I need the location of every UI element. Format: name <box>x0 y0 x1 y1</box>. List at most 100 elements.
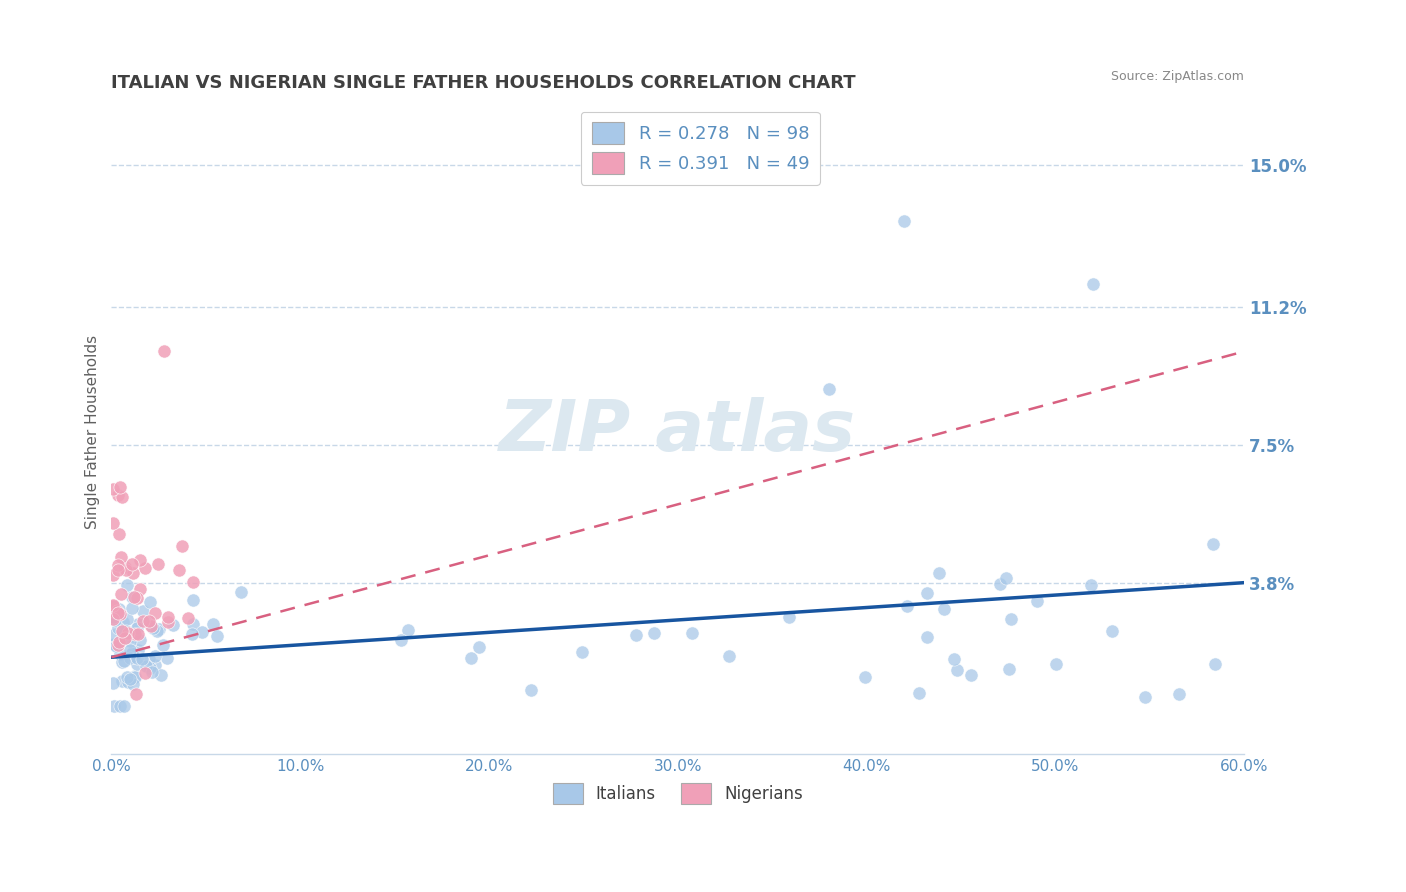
Point <box>643 625 665 640</box>
Point <box>118 672 141 686</box>
Point <box>960 668 983 682</box>
Point <box>853 670 876 684</box>
Point <box>134 561 156 575</box>
Point <box>107 558 129 573</box>
Point <box>105 639 128 653</box>
Point <box>1204 657 1226 671</box>
Point <box>115 578 138 592</box>
Point <box>1202 537 1225 551</box>
Point <box>121 629 143 643</box>
Point <box>131 652 153 666</box>
Point <box>181 592 204 607</box>
Point <box>135 658 157 673</box>
Point <box>917 630 939 644</box>
Point <box>181 616 204 631</box>
Point <box>103 609 125 624</box>
Point <box>778 610 800 624</box>
Point <box>103 612 125 626</box>
Point <box>943 651 966 665</box>
Point <box>139 595 162 609</box>
Point <box>127 643 149 657</box>
Point <box>139 661 162 675</box>
Point <box>110 647 132 661</box>
Point <box>990 576 1012 591</box>
Point <box>115 671 138 685</box>
Point <box>134 665 156 680</box>
Point <box>103 599 125 613</box>
Point <box>146 624 169 638</box>
Point <box>945 664 967 678</box>
Point <box>131 604 153 618</box>
Point <box>1025 594 1047 608</box>
Point <box>107 621 129 635</box>
Point <box>111 673 134 688</box>
Point <box>103 637 125 651</box>
Point <box>181 575 204 590</box>
Point <box>121 566 143 580</box>
Point <box>1080 577 1102 591</box>
Point <box>103 516 125 531</box>
Point <box>121 590 143 604</box>
Point <box>121 646 143 660</box>
Point <box>103 598 125 612</box>
Point <box>111 490 134 504</box>
Point <box>460 651 482 665</box>
Point <box>817 382 839 396</box>
Point <box>107 635 129 649</box>
Point <box>115 624 138 638</box>
Point <box>520 683 543 698</box>
Point <box>117 674 139 689</box>
Point <box>124 669 146 683</box>
Point <box>893 214 915 228</box>
Point <box>110 480 132 494</box>
Point <box>107 607 129 621</box>
Point <box>157 609 180 624</box>
Point <box>127 591 149 606</box>
Point <box>105 604 128 618</box>
Point <box>143 658 166 673</box>
Point <box>129 582 152 596</box>
Point <box>1081 277 1104 292</box>
Point <box>1168 687 1191 701</box>
Point <box>148 558 170 572</box>
Point <box>138 651 160 665</box>
Point <box>121 600 143 615</box>
Point <box>131 614 153 628</box>
Point <box>112 698 135 713</box>
Point <box>156 615 179 629</box>
Point <box>108 602 131 616</box>
Point <box>127 616 149 631</box>
Point <box>177 610 200 624</box>
Point <box>107 488 129 502</box>
Point <box>717 648 740 663</box>
Text: ITALIAN VS NIGERIAN SINGLE FATHER HOUSEHOLDS CORRELATION CHART: ITALIAN VS NIGERIAN SINGLE FATHER HOUSEH… <box>111 74 856 92</box>
Point <box>120 647 142 661</box>
Point <box>571 645 593 659</box>
Point <box>202 617 225 632</box>
Point <box>108 607 131 621</box>
Point <box>111 615 134 629</box>
Point <box>122 590 145 604</box>
Point <box>111 624 134 639</box>
Point <box>125 657 148 672</box>
Point <box>103 603 125 617</box>
Point <box>170 539 193 553</box>
Point <box>148 622 170 636</box>
Point <box>111 656 134 670</box>
Point <box>104 613 127 627</box>
Point <box>153 344 176 359</box>
Point <box>1045 657 1067 671</box>
Point <box>121 558 143 572</box>
Point <box>141 665 163 679</box>
Point <box>122 677 145 691</box>
Text: Source: ZipAtlas.com: Source: ZipAtlas.com <box>1111 70 1244 83</box>
Point <box>908 686 931 700</box>
Point <box>138 614 160 628</box>
Point <box>115 611 138 625</box>
Point <box>1101 624 1123 639</box>
Point <box>389 633 412 648</box>
Point <box>124 650 146 665</box>
Point <box>143 649 166 664</box>
Point <box>124 626 146 640</box>
Point <box>108 527 131 541</box>
